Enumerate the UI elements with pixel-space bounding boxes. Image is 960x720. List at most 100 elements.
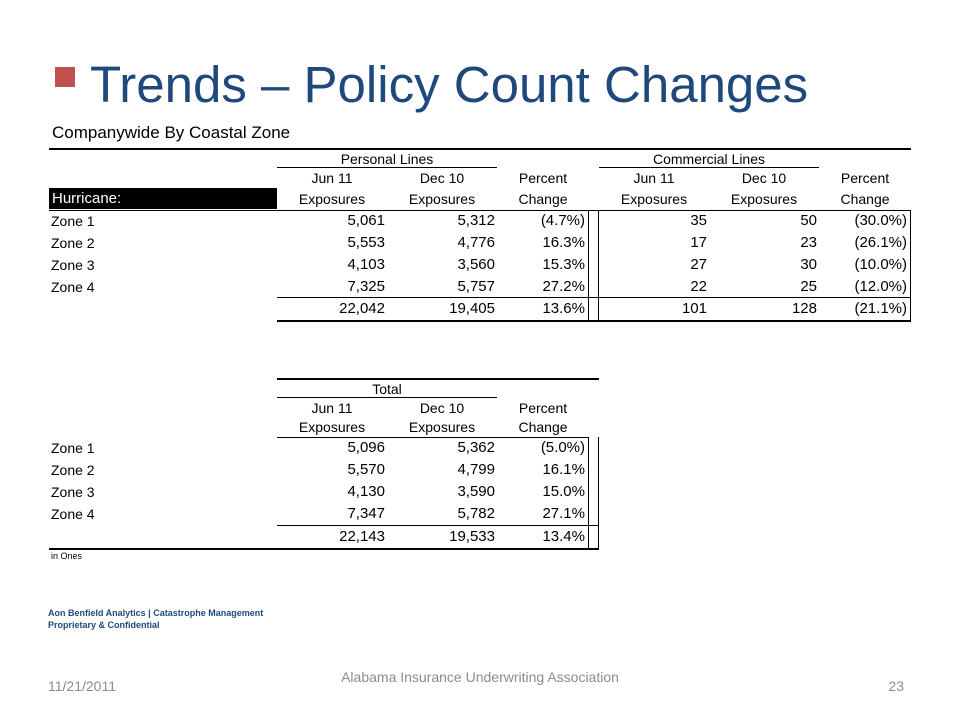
zone-label: Zone 2 [51, 235, 95, 251]
vsep-total-left [588, 297, 589, 321]
t2-change-value: (5.0%) [540, 439, 585, 456]
t2-header-percent: Percent [518, 400, 568, 416]
p-change-value: (4.7%) [540, 212, 585, 229]
p-dec-value: 5,757 [457, 278, 495, 295]
page-title: Trends – Policy Count Changes [90, 56, 809, 113]
table-subtitle: Companywide By Coastal Zone [52, 123, 291, 142]
page-number: 23 [888, 678, 904, 694]
header-c-dec: Dec 10 [741, 170, 787, 186]
t2-header-change: Change [518, 419, 568, 435]
p-change-value: 16.3% [542, 234, 585, 251]
p-change-value: 15.3% [542, 256, 585, 273]
p-dec-value: 3,560 [457, 256, 495, 273]
commercial-lines-header: Commercial Lines [652, 151, 766, 167]
t2-header-exp1: Exposures [298, 419, 366, 435]
total-header: Total [372, 381, 402, 397]
p-jun-value: 5,061 [347, 212, 385, 229]
header-bottom-rule [49, 210, 911, 211]
c-dec-total: 128 [791, 300, 817, 317]
vsep-total-right [910, 297, 911, 321]
c-jun-value: 27 [690, 256, 707, 273]
vsep-p-left [588, 210, 589, 297]
t2-vsep-left [588, 437, 589, 549]
c-jun-total: 101 [681, 300, 707, 317]
vsep-p-right [598, 210, 599, 297]
footer-org: Aon Benfield Analytics | Catastrophe Man… [48, 607, 263, 631]
t2-header-bottom-rule [277, 437, 589, 438]
c-dec-value: 23 [800, 234, 817, 251]
p-jun-total: 22,042 [339, 300, 385, 317]
c-change-value: (26.1%) [854, 234, 907, 251]
t2-change-total: 13.4% [542, 528, 585, 545]
zone-label: Zone 2 [51, 462, 95, 478]
t2-dec-total: 19,533 [449, 528, 495, 545]
t2-jun-total: 22,143 [339, 528, 385, 545]
t2-dec-value: 3,590 [457, 483, 495, 500]
zone-label: Zone 1 [51, 213, 95, 229]
p-dec-value: 5,312 [457, 212, 495, 229]
header-c-jun: Jun 11 [633, 170, 675, 186]
title-bullet [55, 67, 75, 87]
footer-center-text: Alabama Insurance Underwriting Associati… [341, 669, 619, 685]
t2-header-dec: Dec 10 [419, 400, 465, 416]
c-jun-value: 35 [690, 212, 707, 229]
c-jun-value: 17 [690, 234, 707, 251]
c-dec-value: 30 [800, 256, 817, 273]
c-change-value: (30.0%) [854, 212, 907, 229]
t2-dec-value: 4,799 [457, 461, 495, 478]
header-c-exp1: Exposures [620, 191, 688, 207]
table1-top-rule [49, 148, 911, 150]
c-change-total: (21.1%) [854, 300, 907, 317]
header-p-change: Change [518, 191, 568, 207]
t2-header-exp2: Exposures [408, 419, 476, 435]
zone-label: Zone 3 [51, 484, 95, 500]
header-c-exp2: Exposures [730, 191, 798, 207]
footer-date: 11/21/2011 [48, 678, 116, 694]
header-p-dec: Dec 10 [419, 170, 465, 186]
footer-org-line1: Aon Benfield Analytics | Catastrophe Man… [48, 608, 264, 618]
zone-label: Zone 4 [51, 279, 95, 295]
zone-label: Zone 4 [51, 506, 95, 522]
t2-dec-value: 5,362 [457, 439, 495, 456]
p-dec-total: 19,405 [449, 300, 495, 317]
header-c-percent: Percent [840, 170, 890, 186]
t2-dec-value: 5,782 [457, 505, 495, 522]
t2-jun-value: 5,096 [347, 439, 385, 456]
header-p-percent: Percent [518, 170, 568, 186]
personal-lines-header: Personal Lines [340, 151, 434, 167]
vsep-total-mid [598, 297, 599, 321]
p-jun-value: 7,325 [347, 278, 385, 295]
total-header-underline [277, 397, 497, 398]
c-dec-value: 50 [800, 212, 817, 229]
p-jun-value: 5,553 [347, 234, 385, 251]
c-change-value: (10.0%) [854, 256, 907, 273]
t2-jun-value: 7,347 [347, 505, 385, 522]
p-jun-value: 4,103 [347, 256, 385, 273]
zone-label: Zone 3 [51, 257, 95, 273]
header-c-change: Change [840, 191, 890, 207]
t2-totals-top-rule [277, 525, 599, 526]
c-dec-value: 25 [800, 278, 817, 295]
t2-vsep-right [598, 437, 599, 549]
header-p-jun: Jun 11 [311, 170, 353, 186]
personal-lines-underline [277, 167, 497, 168]
c-jun-value: 22 [690, 278, 707, 295]
footer-org-line2: Proprietary & Confidential [48, 620, 160, 630]
units-note: in Ones [51, 551, 83, 561]
c-change-value: (12.0%) [854, 278, 907, 295]
t2-change-value: 27.1% [542, 505, 585, 522]
t2-header-jun: Jun 11 [311, 400, 353, 416]
p-dec-value: 4,776 [457, 234, 495, 251]
t2-change-value: 16.1% [542, 461, 585, 478]
p-change-value: 27.2% [542, 278, 585, 295]
header-p-exp1: Exposures [298, 191, 366, 207]
p-change-total: 13.6% [542, 300, 585, 317]
t2-change-value: 15.0% [542, 483, 585, 500]
vsep-c-right [910, 210, 911, 297]
header-p-exp2: Exposures [408, 191, 476, 207]
hurricane-label: Hurricane: [49, 188, 277, 209]
t2-jun-value: 4,130 [347, 483, 385, 500]
totals-bottom-rule [277, 320, 911, 322]
zone-label: Zone 1 [51, 440, 95, 456]
totals-top-rule [277, 297, 911, 298]
